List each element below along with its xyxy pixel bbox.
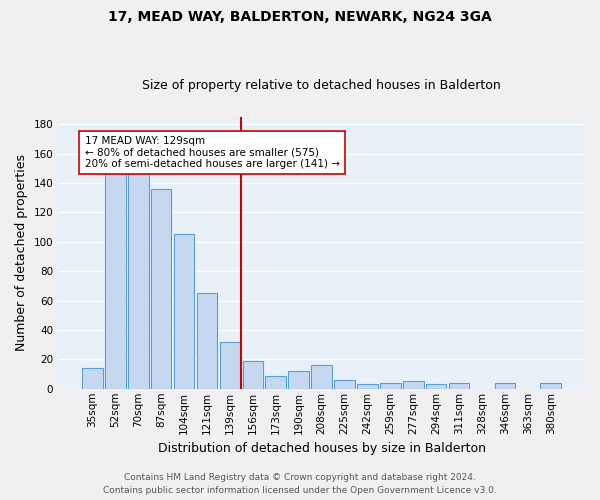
Bar xyxy=(426,384,446,389)
Bar xyxy=(334,380,355,389)
X-axis label: Distribution of detached houses by size in Balderton: Distribution of detached houses by size … xyxy=(158,442,485,455)
Bar xyxy=(151,189,172,389)
Bar xyxy=(449,383,469,389)
Bar xyxy=(82,368,103,389)
Bar xyxy=(289,371,309,389)
Bar xyxy=(541,383,561,389)
Y-axis label: Number of detached properties: Number of detached properties xyxy=(15,154,28,352)
Title: Size of property relative to detached houses in Balderton: Size of property relative to detached ho… xyxy=(142,79,501,92)
Bar xyxy=(220,342,240,389)
Bar xyxy=(494,383,515,389)
Text: 17 MEAD WAY: 129sqm
← 80% of detached houses are smaller (575)
20% of semi-detac: 17 MEAD WAY: 129sqm ← 80% of detached ho… xyxy=(85,136,340,169)
Text: 17, MEAD WAY, BALDERTON, NEWARK, NG24 3GA: 17, MEAD WAY, BALDERTON, NEWARK, NG24 3G… xyxy=(108,10,492,24)
Bar xyxy=(265,376,286,389)
Bar xyxy=(197,293,217,389)
Bar xyxy=(242,361,263,389)
Text: Contains HM Land Registry data © Crown copyright and database right 2024.
Contai: Contains HM Land Registry data © Crown c… xyxy=(103,474,497,495)
Bar xyxy=(380,383,401,389)
Bar xyxy=(174,234,194,389)
Bar xyxy=(128,170,149,389)
Bar xyxy=(105,172,125,389)
Bar xyxy=(403,382,424,389)
Bar xyxy=(357,384,378,389)
Bar xyxy=(311,365,332,389)
